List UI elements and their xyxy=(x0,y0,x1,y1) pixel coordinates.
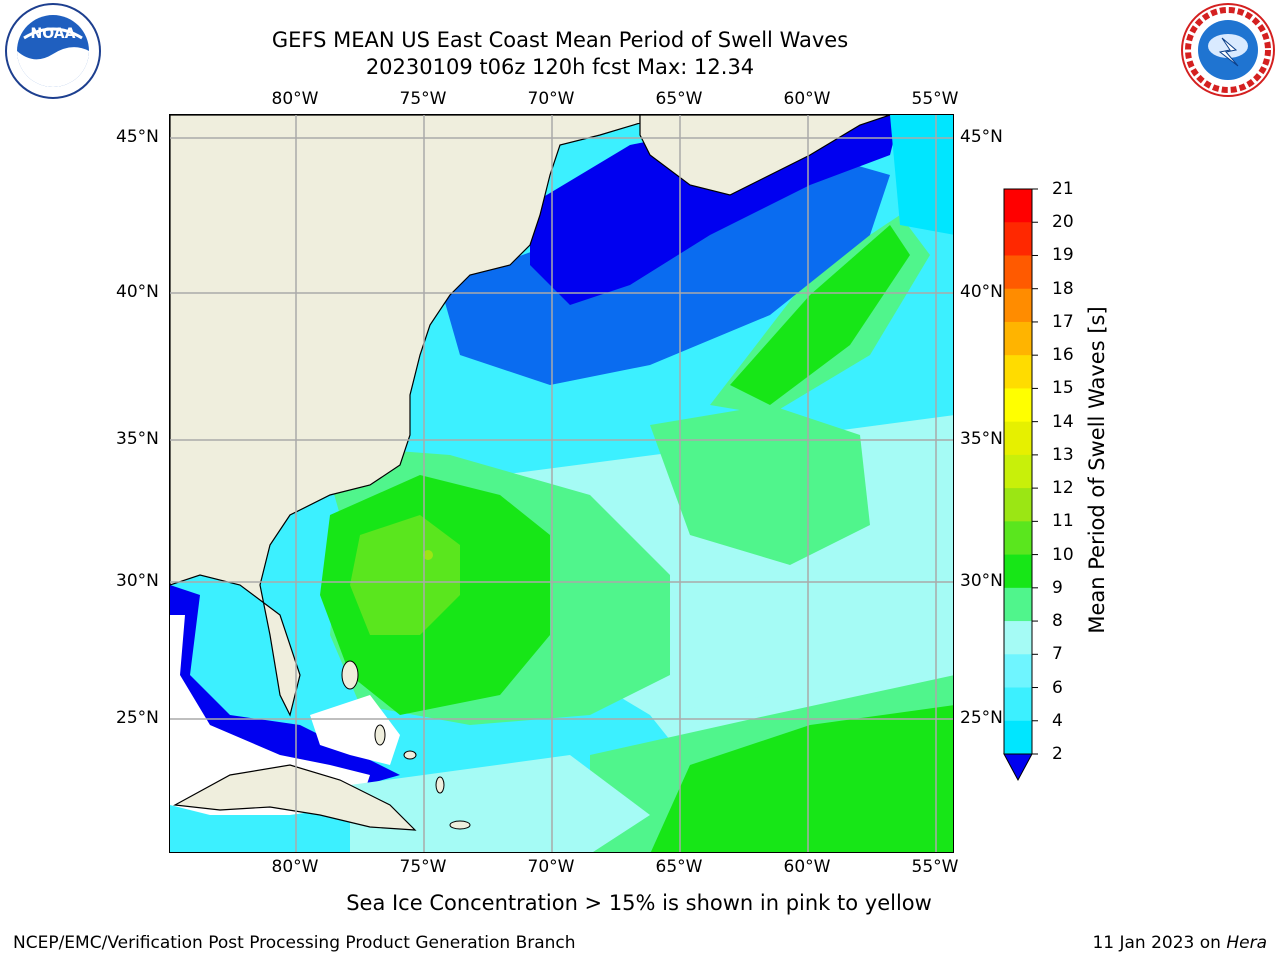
swell-area-cyan-northeast xyxy=(890,115,953,235)
colorbar-tick-label: 12 xyxy=(1052,478,1074,499)
swell-area-light-green-east xyxy=(650,405,870,565)
colorbar-tick-label: 18 xyxy=(1052,278,1074,299)
lon-label-top: 60°W xyxy=(783,89,831,109)
footer-date: 11 Jan 2023 on Hera xyxy=(1092,933,1267,953)
chart-title: GEFS MEAN US East Coast Mean Period of S… xyxy=(271,28,849,52)
nodata-gulf xyxy=(170,615,370,815)
colorbar-segment xyxy=(1004,521,1032,556)
swell-area-green-northeast-streak xyxy=(730,225,910,405)
colorbar-segment xyxy=(1004,355,1032,389)
colorbar-tick-label: 21 xyxy=(1052,179,1074,199)
colorbar-tick-label: 6 xyxy=(1052,677,1063,698)
lon-label-bottom: 60°W xyxy=(783,857,831,877)
colorbar-segment xyxy=(1004,687,1032,722)
lat-label-left: 35°N xyxy=(116,429,159,449)
colorbar-tick-label: 10 xyxy=(1052,544,1074,565)
swell-area-bright-green xyxy=(350,515,460,635)
swell-max-spot xyxy=(423,550,433,560)
lon-label-bottom: 55°W xyxy=(911,857,959,877)
colorbar-tick-label: 17 xyxy=(1052,311,1074,332)
lat-label-right: 35°N xyxy=(960,429,1003,449)
colorbar-tick-label: 7 xyxy=(1052,644,1063,665)
sea-ice-note: Sea Ice Concentration > 15% is shown in … xyxy=(346,891,932,915)
map-canvas xyxy=(170,115,953,852)
colorbar-tick-label: 16 xyxy=(1052,345,1074,366)
swell-area-green-southeast xyxy=(650,705,953,852)
lat-label-left: 40°N xyxy=(116,282,159,302)
lat-label-right: 30°N xyxy=(960,571,1003,591)
lon-label-bottom: 65°W xyxy=(655,857,703,877)
lon-label-top: 80°W xyxy=(271,89,319,109)
footer-credit: NCEP/EMC/Verification Post Processing Pr… xyxy=(13,933,576,953)
graticule xyxy=(170,115,953,852)
noaa-logo: NOAA xyxy=(5,3,101,99)
noaa-logo-text: NOAA xyxy=(31,26,76,42)
colorbar-segment xyxy=(1004,554,1032,589)
lon-label-bottom: 75°W xyxy=(399,857,447,877)
lat-label-right: 45°N xyxy=(960,127,1003,147)
chart-subtitle: 20230109 t06z 120h fcst Max: 12.34 xyxy=(365,55,755,79)
footer-date-text: 11 Jan 2023 on xyxy=(1092,933,1227,953)
colorbar-segment xyxy=(1004,488,1032,522)
nodata-bahamas xyxy=(310,695,400,765)
colorbar-tick-label: 13 xyxy=(1052,444,1074,465)
colorbar-segment xyxy=(1004,421,1032,456)
colorbar-tick-label: 11 xyxy=(1052,511,1074,532)
lat-label-left: 45°N xyxy=(116,127,159,147)
colorbar-title: Mean Period of Swell Waves [s] xyxy=(1085,306,1109,634)
colorbar-segment xyxy=(1004,587,1032,622)
nws-logo xyxy=(1181,3,1275,97)
land-bahamas xyxy=(341,660,471,830)
lat-label-right: 40°N xyxy=(960,282,1003,302)
colorbar xyxy=(1003,188,1038,782)
colorbar-outline xyxy=(1003,188,1033,755)
lat-label-left: 30°N xyxy=(116,571,159,591)
colorbar-segment xyxy=(1004,720,1032,755)
colorbar-segment xyxy=(1004,288,1032,323)
colorbar-segment xyxy=(1004,654,1032,689)
colorbar-segment xyxy=(1004,388,1032,423)
colorbar-tick-label: 15 xyxy=(1052,378,1074,399)
lon-label-top: 70°W xyxy=(527,89,575,109)
colorbar-segment xyxy=(1004,189,1032,223)
colorbar-segment xyxy=(1004,621,1032,655)
colorbar-tick-label: 9 xyxy=(1052,577,1063,598)
colorbar-extend-arrow xyxy=(1003,753,1033,782)
colorbar-segment xyxy=(1004,454,1032,489)
lat-label-right: 25°N xyxy=(960,708,1003,728)
footer-host: Hera xyxy=(1226,933,1267,953)
colorbar-segment xyxy=(1004,222,1032,256)
colorbar-tick-label: 8 xyxy=(1052,611,1063,632)
land-cuba xyxy=(173,764,417,831)
lon-label-bottom: 80°W xyxy=(271,857,319,877)
lon-label-bottom: 70°W xyxy=(527,857,575,877)
colorbar-tick-label: 4 xyxy=(1052,710,1063,731)
lon-label-top: 75°W xyxy=(399,89,447,109)
lat-label-left: 25°N xyxy=(116,708,159,728)
land-nova-scotia xyxy=(639,115,891,196)
colorbar-tick-label: 19 xyxy=(1052,245,1074,266)
lon-label-top: 65°W xyxy=(655,89,703,109)
map-panel xyxy=(169,114,954,853)
colorbar-tick-label: 20 xyxy=(1052,212,1074,233)
lon-label-top: 55°W xyxy=(911,89,959,109)
colorbar-tick-label: 14 xyxy=(1052,411,1074,432)
swell-area-caribbean-cyan xyxy=(350,755,650,852)
colorbar-segment xyxy=(1004,321,1032,356)
colorbar-tick-label: 2 xyxy=(1052,744,1063,764)
colorbar-segment xyxy=(1004,255,1032,290)
